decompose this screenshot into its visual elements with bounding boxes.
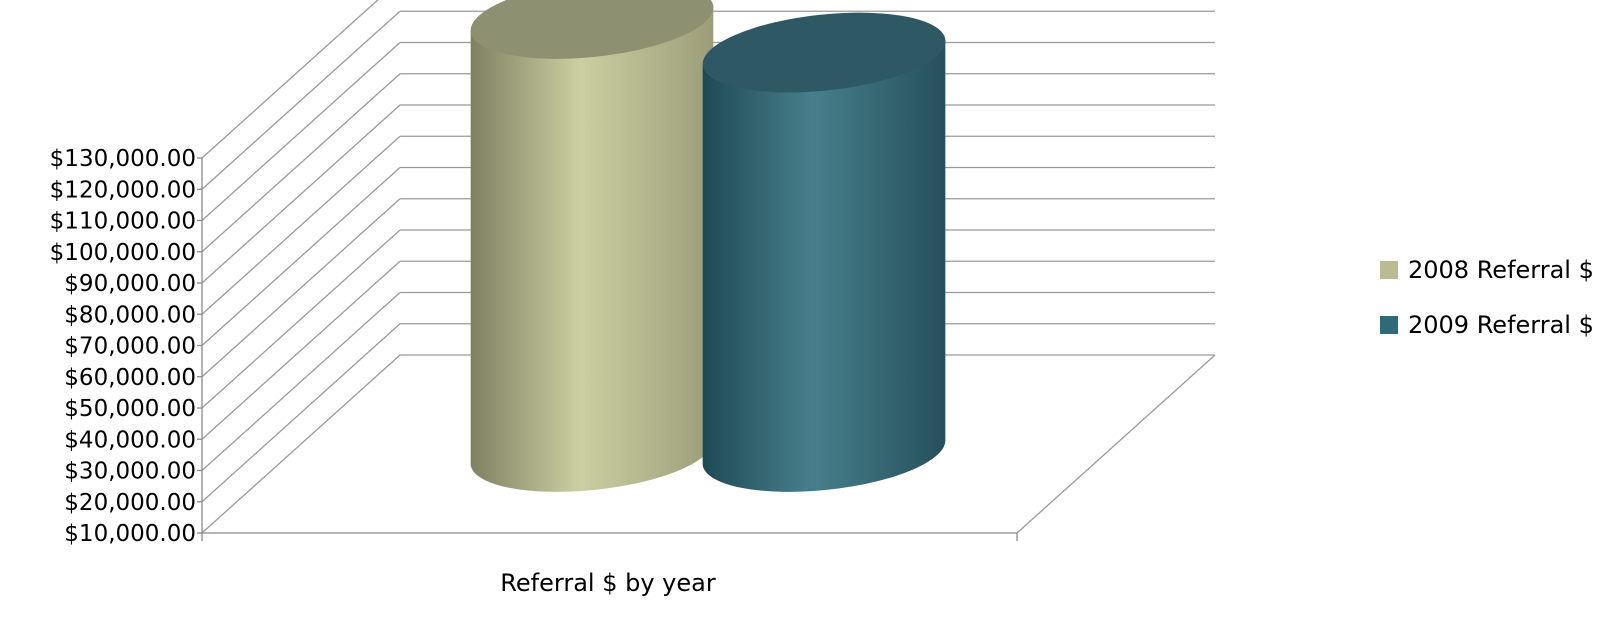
gridline-side <box>201 42 401 221</box>
x-axis-category-labels: Referral $ by year <box>500 569 716 597</box>
bar-body <box>702 39 946 492</box>
gridline-side <box>201 10 401 190</box>
legend-swatch-2009 <box>1380 316 1398 334</box>
y-tick-label: $50,000.00 <box>64 396 196 422</box>
bar-body <box>470 6 714 492</box>
y-tick-label: $110,000.00 <box>50 209 196 235</box>
gridline-side <box>201 198 401 378</box>
bar-top-cap <box>702 12 946 93</box>
legend-item-2009: 2009 Referral $ <box>1380 310 1594 340</box>
legend-swatch-2008 <box>1380 261 1398 279</box>
y-tick-label: $90,000.00 <box>64 271 196 297</box>
gridline-side <box>201 323 401 503</box>
bar-2008-referral <box>470 0 714 492</box>
gridline-side <box>201 229 401 409</box>
y-tick-label: $60,000.00 <box>64 365 196 391</box>
legend-label-2009: 2009 Referral $ <box>1408 311 1594 339</box>
gridline-side <box>201 354 401 534</box>
y-tick-label: $20,000.00 <box>64 490 196 516</box>
y-tick-label: $100,000.00 <box>50 240 196 266</box>
bar-2009-referral <box>702 12 946 492</box>
legend: 2008 Referral $ 2009 Referral $ <box>1380 255 1594 365</box>
x-category-label: Referral $ by year <box>500 569 716 597</box>
bar-top-cap <box>470 0 714 59</box>
y-tick-label: $40,000.00 <box>64 427 196 453</box>
gridline-side <box>201 167 401 346</box>
y-axis-tick-labels: $10,000.00 $20,000.00 $30,000.00 $40,000.00… <box>50 146 196 547</box>
gridline-side <box>201 135 401 315</box>
y-tick-label: $130,000.00 <box>50 146 196 172</box>
legend-label-2008: 2008 Referral $ <box>1408 256 1594 284</box>
y-tick-label: $30,000.00 <box>64 459 196 485</box>
gridline-side <box>201 260 401 440</box>
bars <box>470 0 946 492</box>
y-tick-label: $10,000.00 <box>64 521 196 547</box>
gridline-side <box>201 292 401 471</box>
gridline-side <box>201 73 401 253</box>
y-tick-label: $70,000.00 <box>64 334 196 360</box>
y-tick-label: $80,000.00 <box>64 302 196 328</box>
gridline-side <box>201 0 379 159</box>
y-tick-label: $120,000.00 <box>50 177 196 203</box>
gridline-side <box>201 104 401 284</box>
floor-right-edge <box>1016 354 1216 534</box>
legend-item-2008: 2008 Referral $ <box>1380 255 1594 285</box>
